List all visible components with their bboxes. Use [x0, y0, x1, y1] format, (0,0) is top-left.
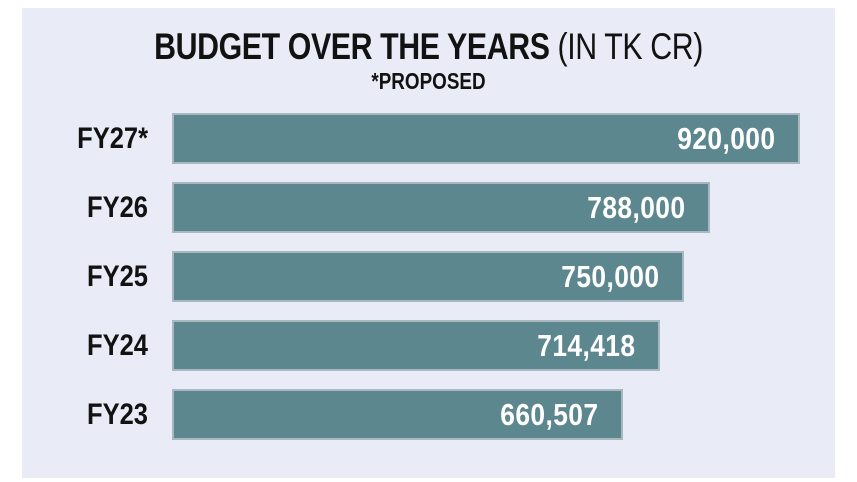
chart-header: BUDGET OVER THE YEARS (IN TK CR) *PROPOS… [22, 8, 835, 95]
bar-value-label: 920,000 [677, 120, 776, 156]
bar-track: 920,000 [172, 113, 800, 164]
bar: 660,507 [172, 389, 623, 440]
bar-row: FY25 750,000 [22, 251, 800, 302]
bar-row-label: FY26 [87, 190, 148, 224]
bar-track: 788,000 [172, 182, 800, 233]
chart-title-unit: (IN TK CR) [557, 26, 704, 67]
bar-row: FY26 788,000 [22, 182, 800, 233]
chart-title: BUDGET OVER THE YEARS (IN TK CR) [95, 26, 762, 68]
bar-value-label: 788,000 [587, 189, 686, 225]
bar-row: FY23 660,507 [22, 389, 800, 440]
bar-value-label: 660,507 [500, 396, 599, 432]
bar-row-label: FY27* [77, 121, 148, 155]
chart-panel: BUDGET OVER THE YEARS (IN TK CR) *PROPOS… [22, 8, 835, 478]
bar-row: FY24 714,418 [22, 320, 800, 371]
bar-row: FY27* 920,000 [22, 113, 800, 164]
chart-title-main: BUDGET OVER THE YEARS [154, 26, 550, 67]
bar-track: 750,000 [172, 251, 800, 302]
bar-rows: FY27* 920,000 FY26 788,000 FY25 750,000 FY24 71… [22, 113, 835, 440]
bar: 788,000 [172, 182, 710, 233]
chart-subtitle: *PROPOSED [371, 68, 486, 94]
bar: 714,418 [172, 320, 660, 371]
bar-track: 660,507 [172, 389, 800, 440]
bar-value-label: 750,000 [561, 258, 660, 294]
bar-value-label: 714,418 [537, 327, 636, 363]
bar-row-label: FY24 [87, 328, 148, 362]
bar: 750,000 [172, 251, 684, 302]
bar-row-label: FY23 [87, 397, 148, 431]
bar-track: 714,418 [172, 320, 800, 371]
bar-row-label: FY25 [87, 259, 148, 293]
bar: 920,000 [172, 113, 800, 164]
